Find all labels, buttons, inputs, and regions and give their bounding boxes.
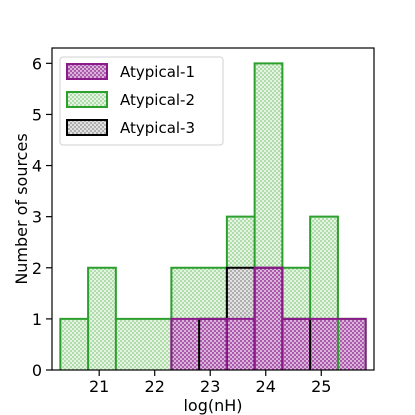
y-tick-label: 4 <box>32 157 42 176</box>
legend-swatch-atypical-3 <box>66 119 108 136</box>
bar-atypical-2-2 <box>115 318 172 370</box>
x-tick-label: 22 <box>145 377 165 396</box>
x-tick-label: 23 <box>200 377 220 396</box>
y-tick-label: 3 <box>32 208 42 227</box>
legend: Atypical-1 Atypical-2 Atypical-3 <box>59 56 224 146</box>
x-tick-label: 24 <box>256 377 276 396</box>
legend-label-atypical-2: Atypical-2 <box>120 91 195 109</box>
bar-atypical-1-2 <box>254 267 283 370</box>
bar-atypical-2-0 <box>60 318 89 370</box>
y-tick-label: 6 <box>32 54 42 73</box>
x-tick-label: 21 <box>89 377 109 396</box>
x-tick-label: 25 <box>311 377 331 396</box>
y-tick-label: 5 <box>32 105 42 124</box>
bar-atypical-1-1 <box>226 318 255 370</box>
x-axis-label: log(nH) <box>183 396 242 415</box>
bar-atypical-2-1 <box>88 267 116 370</box>
y-axis-label: Number of sources <box>12 133 31 284</box>
histogram-bars <box>60 63 366 370</box>
y-axis-ticks: 0 1 2 3 4 5 6 <box>32 54 52 380</box>
y-tick-label: 1 <box>32 310 42 329</box>
legend-swatch-atypical-2 <box>66 91 108 108</box>
legend-label-atypical-1: Atypical-1 <box>120 63 195 81</box>
plot-frame <box>51 47 375 371</box>
y-tick-label: 0 <box>32 361 42 380</box>
outline-atypical-1 <box>170 266 367 370</box>
y-tick-label: 2 <box>32 259 42 278</box>
legend-label-atypical-3: Atypical-3 <box>120 119 195 137</box>
legend-swatch-atypical-1 <box>66 63 108 80</box>
bar-atypical-1-3 <box>282 318 366 370</box>
x-axis-ticks: 21 22 23 24 25 <box>89 370 331 396</box>
outline-atypical-2 <box>59 62 367 370</box>
histogram-outlines <box>59 62 367 370</box>
